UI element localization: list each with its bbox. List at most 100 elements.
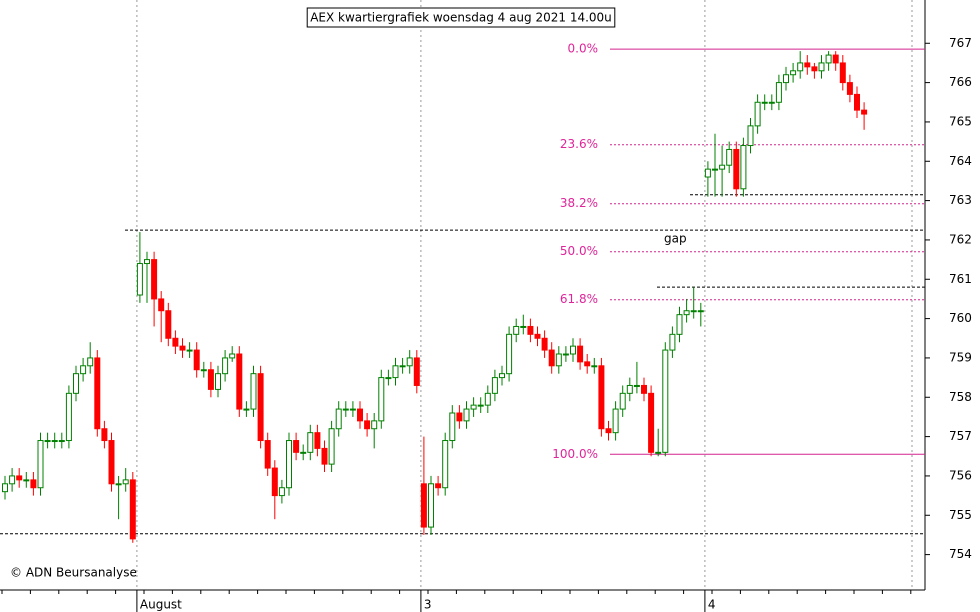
y-tick-label: 758 bbox=[949, 390, 972, 404]
candle-body bbox=[179, 345, 186, 351]
candle-body bbox=[186, 349, 193, 352]
x-tick-label: 4 bbox=[708, 598, 716, 612]
candle-body bbox=[23, 479, 30, 482]
candle-body bbox=[825, 54, 832, 64]
candle-body bbox=[215, 373, 221, 390]
candle-body bbox=[555, 353, 562, 367]
candle-body bbox=[797, 62, 804, 72]
y-tick-label: 756 bbox=[949, 468, 972, 482]
candle-body bbox=[193, 349, 200, 371]
y-tick-label: 759 bbox=[949, 350, 972, 364]
candle-body bbox=[598, 365, 605, 430]
candle-body bbox=[818, 62, 825, 72]
fib-label: 61.8% bbox=[560, 292, 598, 306]
candle-body bbox=[293, 440, 300, 453]
fib-label: 100.0% bbox=[552, 447, 598, 461]
candle-body bbox=[839, 62, 846, 84]
x-tick-label: 3 bbox=[424, 598, 432, 612]
candle-body bbox=[726, 148, 733, 166]
candle-body bbox=[328, 428, 335, 465]
candle-body bbox=[307, 432, 314, 453]
candle-body bbox=[577, 345, 584, 363]
candle-body bbox=[861, 109, 868, 115]
candle-body bbox=[65, 392, 72, 442]
candle-body bbox=[136, 263, 143, 296]
candle-body bbox=[477, 404, 484, 407]
candle-body bbox=[406, 357, 413, 367]
y-tick-label: 764 bbox=[949, 154, 972, 168]
candle-body bbox=[342, 408, 349, 411]
candle-body bbox=[712, 168, 718, 171]
candle-body bbox=[584, 361, 591, 367]
candle-body bbox=[122, 479, 129, 485]
candle-body bbox=[243, 408, 250, 411]
candle-body bbox=[747, 125, 754, 147]
candle-body bbox=[520, 325, 527, 328]
title-box bbox=[306, 7, 616, 28]
candle-body bbox=[399, 365, 406, 368]
candle-body bbox=[37, 440, 44, 489]
y-tick-label: 760 bbox=[949, 311, 972, 325]
y-tick-label: 755 bbox=[949, 508, 972, 522]
candle-body bbox=[16, 475, 23, 481]
credit: © ADN Beursanalyse bbox=[10, 566, 137, 580]
candle-body bbox=[278, 487, 285, 497]
candle-body bbox=[740, 145, 747, 190]
candle-body bbox=[349, 408, 356, 411]
candle-body bbox=[591, 365, 598, 368]
fib-label: 0.0% bbox=[568, 42, 599, 56]
candle-body bbox=[811, 66, 818, 72]
candle-body bbox=[662, 349, 669, 453]
candle-body bbox=[314, 432, 321, 449]
candle-body bbox=[371, 420, 378, 430]
candle-body bbox=[783, 74, 789, 84]
candle-body bbox=[470, 404, 477, 410]
candle-body bbox=[200, 369, 207, 372]
candle-body bbox=[364, 420, 371, 430]
candle-body bbox=[612, 408, 619, 434]
candle-body bbox=[456, 412, 463, 422]
y-tick-label: 754 bbox=[949, 547, 972, 561]
candle-body bbox=[683, 310, 690, 316]
candle-body bbox=[58, 440, 65, 443]
candle-body bbox=[704, 168, 711, 178]
candle-body bbox=[9, 475, 16, 485]
candle-body bbox=[428, 483, 434, 528]
candle-body bbox=[357, 408, 363, 422]
candle-body bbox=[101, 428, 108, 442]
candle-body bbox=[733, 148, 740, 190]
candle-body bbox=[94, 357, 101, 430]
y-tick-label: 766 bbox=[949, 75, 972, 89]
candle-body bbox=[144, 259, 150, 265]
candle-body bbox=[605, 428, 612, 434]
candle-body bbox=[158, 298, 165, 312]
candle-body bbox=[534, 333, 541, 339]
candle-body bbox=[335, 408, 342, 430]
candle-body bbox=[854, 93, 860, 111]
candle-body bbox=[108, 440, 115, 485]
candle-body bbox=[669, 333, 676, 351]
candle-body bbox=[236, 353, 243, 410]
candle-body bbox=[832, 54, 839, 64]
chart-title: AEX kwartiergrafiek woensdag 4 aug 2021 … bbox=[310, 11, 612, 25]
candle-body bbox=[506, 333, 513, 375]
candle-body bbox=[513, 325, 520, 335]
candle-body bbox=[790, 70, 797, 76]
candle-body bbox=[804, 62, 811, 68]
candle-body bbox=[300, 451, 307, 454]
candle-body bbox=[527, 325, 534, 335]
candle-body bbox=[165, 310, 172, 339]
x-tick-label: August bbox=[140, 598, 182, 612]
candle-body bbox=[73, 373, 79, 394]
candle-body bbox=[442, 440, 449, 489]
candle-body bbox=[697, 310, 704, 313]
candle-body bbox=[115, 483, 122, 486]
candle-body bbox=[548, 349, 555, 367]
candle-body bbox=[129, 479, 136, 540]
candle-body bbox=[768, 101, 775, 104]
candle-body bbox=[207, 369, 214, 390]
candle-body bbox=[484, 392, 491, 406]
candle-body bbox=[222, 357, 229, 375]
candle-body bbox=[271, 467, 278, 497]
